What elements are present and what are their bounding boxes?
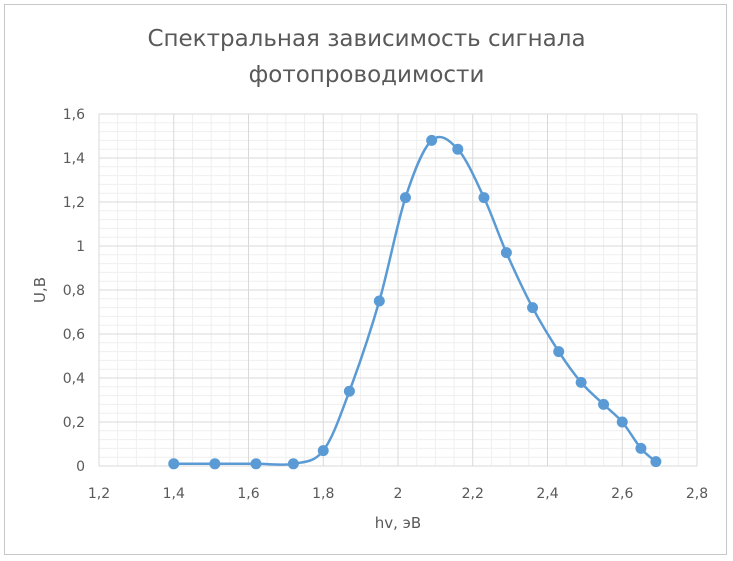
y-tick-label: 1 (76, 239, 85, 255)
data-point (317, 445, 329, 457)
data-point (635, 442, 647, 454)
series-group (168, 134, 662, 470)
y-tick-label: 0,4 (63, 371, 85, 387)
data-point (478, 192, 490, 204)
x-tick-label: 2,4 (536, 486, 558, 502)
data-point (426, 134, 438, 146)
y-tick-label: 0 (76, 459, 85, 475)
data-point (500, 247, 512, 259)
x-axis-title: hv, эВ (375, 514, 421, 532)
x-axis-ticks: 1,2 1,4 1,6 1,8 2 2,2 2,4 2,6 2,8 (88, 486, 708, 502)
x-tick-label: 1,2 (88, 486, 110, 502)
y-tick-label: 0,2 (63, 415, 85, 431)
chart-title-line-2: фотопроводимости (248, 62, 485, 88)
y-tick-label: 1,2 (63, 195, 85, 211)
x-tick-label: 2 (394, 486, 403, 502)
x-tick-label: 2,8 (686, 486, 708, 502)
data-point (373, 295, 385, 307)
data-point (343, 385, 355, 397)
major-gridlines (98, 113, 698, 467)
x-tick-label: 2,2 (462, 486, 484, 502)
y-tick-label: 0,6 (63, 327, 85, 343)
data-point (168, 458, 180, 470)
x-tick-label: 1,8 (312, 486, 334, 502)
y-axis-ticks: 0 0,2 0,4 0,6 0,8 1 1,2 1,4 1,6 (63, 107, 85, 475)
data-point (399, 192, 411, 204)
data-point (575, 376, 587, 388)
y-axis-title: U,B (31, 277, 49, 303)
series-line (173, 135, 657, 467)
data-point (209, 458, 221, 470)
x-tick-label: 2,6 (611, 486, 633, 502)
data-point (287, 458, 299, 470)
data-point (553, 346, 565, 358)
data-point (598, 398, 610, 410)
x-tick-label: 1,6 (237, 486, 259, 502)
y-tick-label: 1,4 (63, 151, 85, 167)
data-point (452, 143, 464, 155)
chart-area (4, 4, 727, 555)
x-tick-label: 1,4 (163, 486, 185, 502)
data-point (650, 456, 662, 468)
chart-title-line-1: Спектральная зависимость сигнала (147, 26, 586, 52)
data-point (616, 416, 628, 428)
data-point (250, 458, 262, 470)
y-tick-label: 0,8 (63, 283, 85, 299)
data-point (527, 302, 539, 314)
y-tick-label: 1,6 (63, 107, 85, 123)
